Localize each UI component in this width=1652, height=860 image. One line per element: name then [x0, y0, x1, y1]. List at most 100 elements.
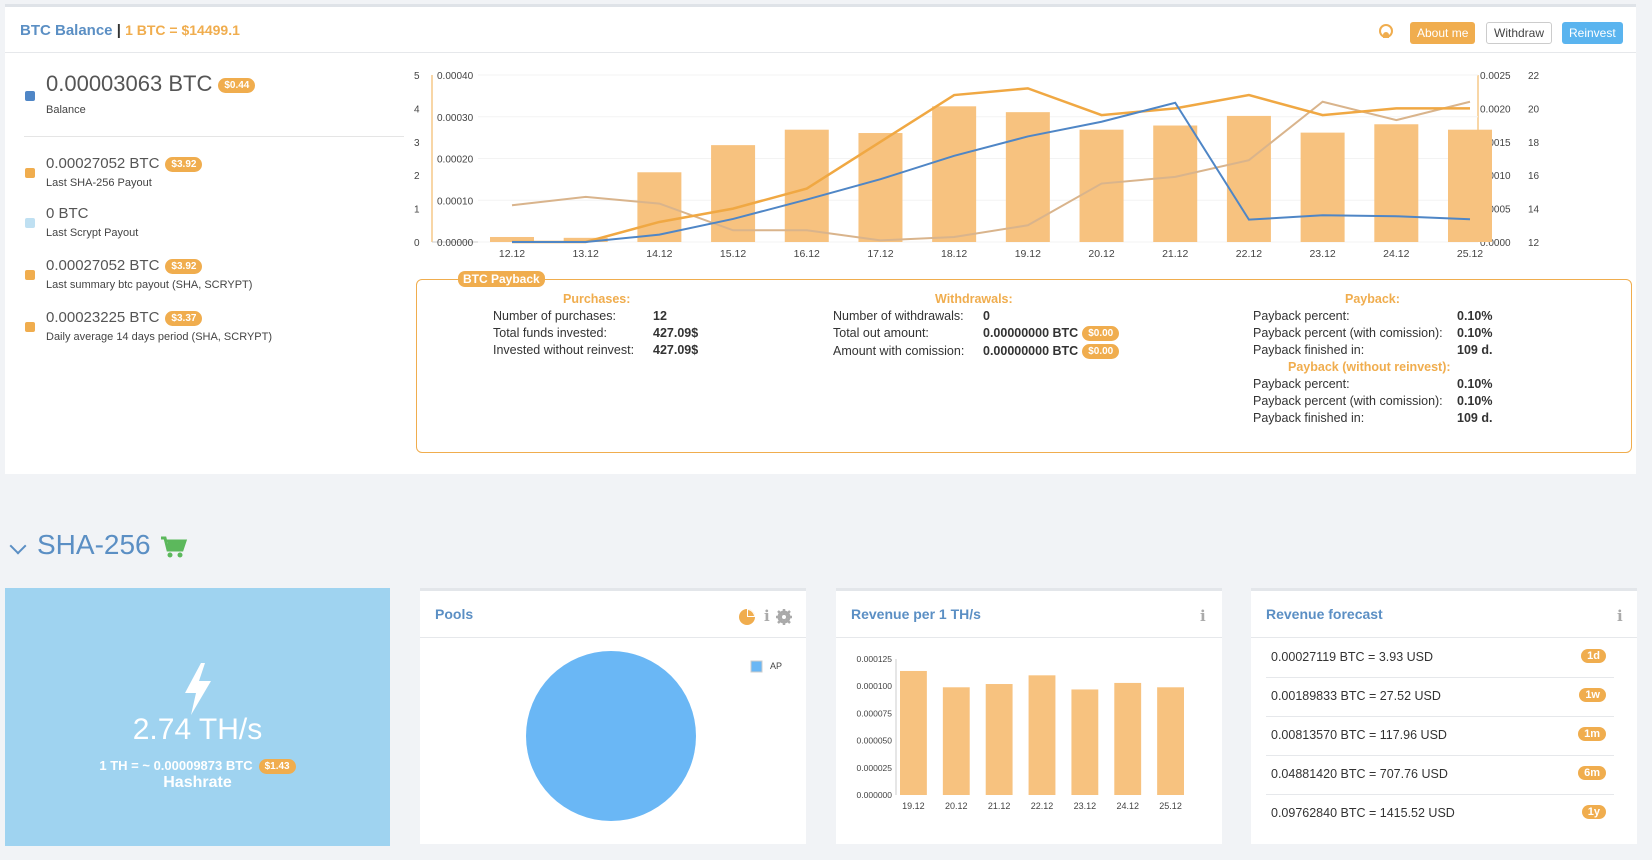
gear-icon[interactable]: [776, 609, 792, 625]
card-header: Pools i: [420, 591, 806, 638]
payback-label: Payback percent:: [1253, 309, 1350, 323]
per-th-text: 1 TH = ~ 0.00009873 BTC: [99, 758, 253, 773]
github-icon[interactable]: [1379, 24, 1393, 38]
x-tick-label: 13.12: [573, 248, 599, 260]
withdrawals-label: Number of withdrawals:: [833, 309, 964, 323]
top-strip: [5, 4, 1636, 7]
stat-amount: 0.00027052 BTC: [46, 155, 160, 172]
payback-value: 0.10%: [1457, 394, 1493, 408]
withdrawals-value: 0.00000000 BTC $0.00: [983, 326, 1120, 342]
usd-badge: $0.00: [1082, 344, 1120, 360]
payback-value: 0.10%: [1457, 377, 1493, 391]
y-tick-label: 0.00000: [437, 238, 474, 249]
x-tick-label: 24.12: [1116, 801, 1139, 811]
pie-slice: [526, 651, 696, 821]
hashrate-value: 2.74 TH/s: [132, 713, 263, 746]
info-icon[interactable]: i: [1200, 607, 1206, 625]
payback-heading-no-reinvest: Payback (without reinvest):: [1288, 360, 1451, 374]
title-separator: |: [116, 22, 121, 39]
legend-dot: [25, 91, 35, 101]
x-tick-label: 19.12: [1015, 248, 1041, 260]
y-tick-label: 2: [414, 171, 420, 182]
stat-value: 0.00027052 BTC $3.92: [46, 257, 203, 274]
info-icon[interactable]: i: [1617, 607, 1623, 625]
bar: [900, 670, 927, 795]
stat-amount: 0.00027052 BTC: [46, 257, 160, 274]
forecast-row: 0.09762840 BTC = 1415.52 USD 1y: [1266, 794, 1614, 833]
legend-dot: [25, 218, 35, 228]
payback-value: 0.10%: [1457, 326, 1493, 340]
btc-amount: 0.00000000 BTC: [983, 344, 1079, 358]
forecast-text: 0.00189833 BTC = 27.52 USD: [1271, 689, 1441, 703]
bar: [1079, 129, 1124, 242]
panel-title: BTC Balance | 1 BTC = $14499.1: [20, 22, 240, 39]
y-tick-label: 0.0015: [1480, 138, 1511, 149]
x-tick-label: 14.12: [646, 248, 672, 260]
forecast-row: 0.00813570 BTC = 117.96 USD 1m: [1266, 716, 1614, 756]
usd-badge: $3.37: [165, 310, 203, 326]
withdrawals-value: 0: [983, 309, 990, 323]
y-tick-label: 0: [414, 238, 420, 249]
y-tick-label: 5: [414, 71, 420, 82]
withdrawals-label: Total out amount:: [833, 326, 929, 340]
x-tick-label: 16.12: [794, 248, 820, 260]
cart-icon[interactable]: [160, 535, 188, 559]
legend-swatch: [750, 660, 763, 673]
usd-badge: $3.92: [165, 156, 203, 172]
period-badge: 1m: [1578, 727, 1606, 741]
card-header: Revenue forecast i: [1251, 591, 1637, 638]
y-tick-label: 0.000125: [857, 654, 893, 664]
forecast-card: Revenue forecast i 0.00027119 BTC = 3.93…: [1251, 588, 1637, 844]
purchases-value: 12: [653, 309, 667, 323]
about-me-button[interactable]: About me: [1410, 22, 1476, 44]
legend-dot: [25, 322, 35, 332]
pie-chart-icon[interactable]: [738, 608, 756, 626]
y-tick-label: 0.000050: [857, 736, 893, 746]
y-tick-label: 3: [414, 138, 420, 149]
card-title: Pools: [435, 606, 474, 622]
y-tick-label: 4: [414, 104, 420, 115]
bar: [985, 684, 1013, 795]
x-tick-label: 22.12: [1031, 801, 1054, 811]
bar: [637, 172, 682, 242]
legend-dot: [25, 270, 35, 280]
x-tick-label: 24.12: [1383, 248, 1409, 260]
collapse-chevron-icon[interactable]: [9, 537, 27, 555]
series-line: [512, 87, 1470, 244]
btc-rate: 1 BTC = $14499.1: [125, 22, 240, 38]
x-tick-label: 23.12: [1309, 248, 1335, 260]
card-title: Revenue forecast: [1266, 606, 1383, 622]
bar: [1153, 125, 1198, 242]
withdraw-button[interactable]: Withdraw: [1486, 22, 1553, 44]
purchases-value: 427.09$: [653, 343, 699, 357]
usd-badge: $0.00: [1082, 326, 1120, 342]
reinvest-button[interactable]: Reinvest: [1562, 22, 1623, 44]
x-tick-label: 21.12: [1162, 248, 1188, 260]
payback-label: Payback finished in:: [1253, 343, 1365, 357]
hashrate-card: 2.74 TH/s 1 TH = ~ 0.00009873 BTC $1.43 H…: [5, 588, 390, 846]
hashrate-per-th: 1 TH = ~ 0.00009873 BTC $1.43: [5, 758, 390, 775]
forecast-text: 0.00027119 BTC = 3.93 USD: [1271, 650, 1434, 664]
hashrate-label: Hashrate: [163, 774, 232, 791]
y-tick-label: 1: [414, 205, 420, 216]
y-tick-label: 0.00020: [437, 155, 474, 166]
y-tick-label: 0.0000: [1480, 238, 1511, 249]
forecast-row: 0.00189833 BTC = 27.52 USD 1w: [1266, 677, 1614, 717]
x-tick-label: 18.12: [941, 248, 967, 260]
bar: [711, 145, 756, 242]
forecast-text: 0.04881420 BTC = 707.76 USD: [1271, 767, 1448, 781]
payback-value: 0.10%: [1457, 309, 1493, 323]
section-title: SHA-256: [37, 529, 188, 561]
y-tick-label: 14: [1528, 205, 1540, 216]
y-tick-label: 0.00040: [437, 71, 474, 82]
btc-amount: 0.00000000 BTC: [983, 326, 1079, 340]
withdrawals-heading: Withdrawals:: [935, 292, 1013, 306]
payback-tag: BTC Payback: [458, 271, 545, 287]
stat-label: Last Scrypt Payout: [46, 227, 139, 239]
y-tick-label: 0.00010: [437, 196, 474, 207]
x-tick-label: 25.12: [1457, 248, 1483, 260]
purchases-heading: Purchases:: [563, 292, 631, 306]
panel-header: BTC Balance | 1 BTC = $14499.1 About me …: [5, 7, 1636, 53]
info-icon[interactable]: i: [764, 607, 770, 625]
lightning-icon: [185, 663, 211, 715]
